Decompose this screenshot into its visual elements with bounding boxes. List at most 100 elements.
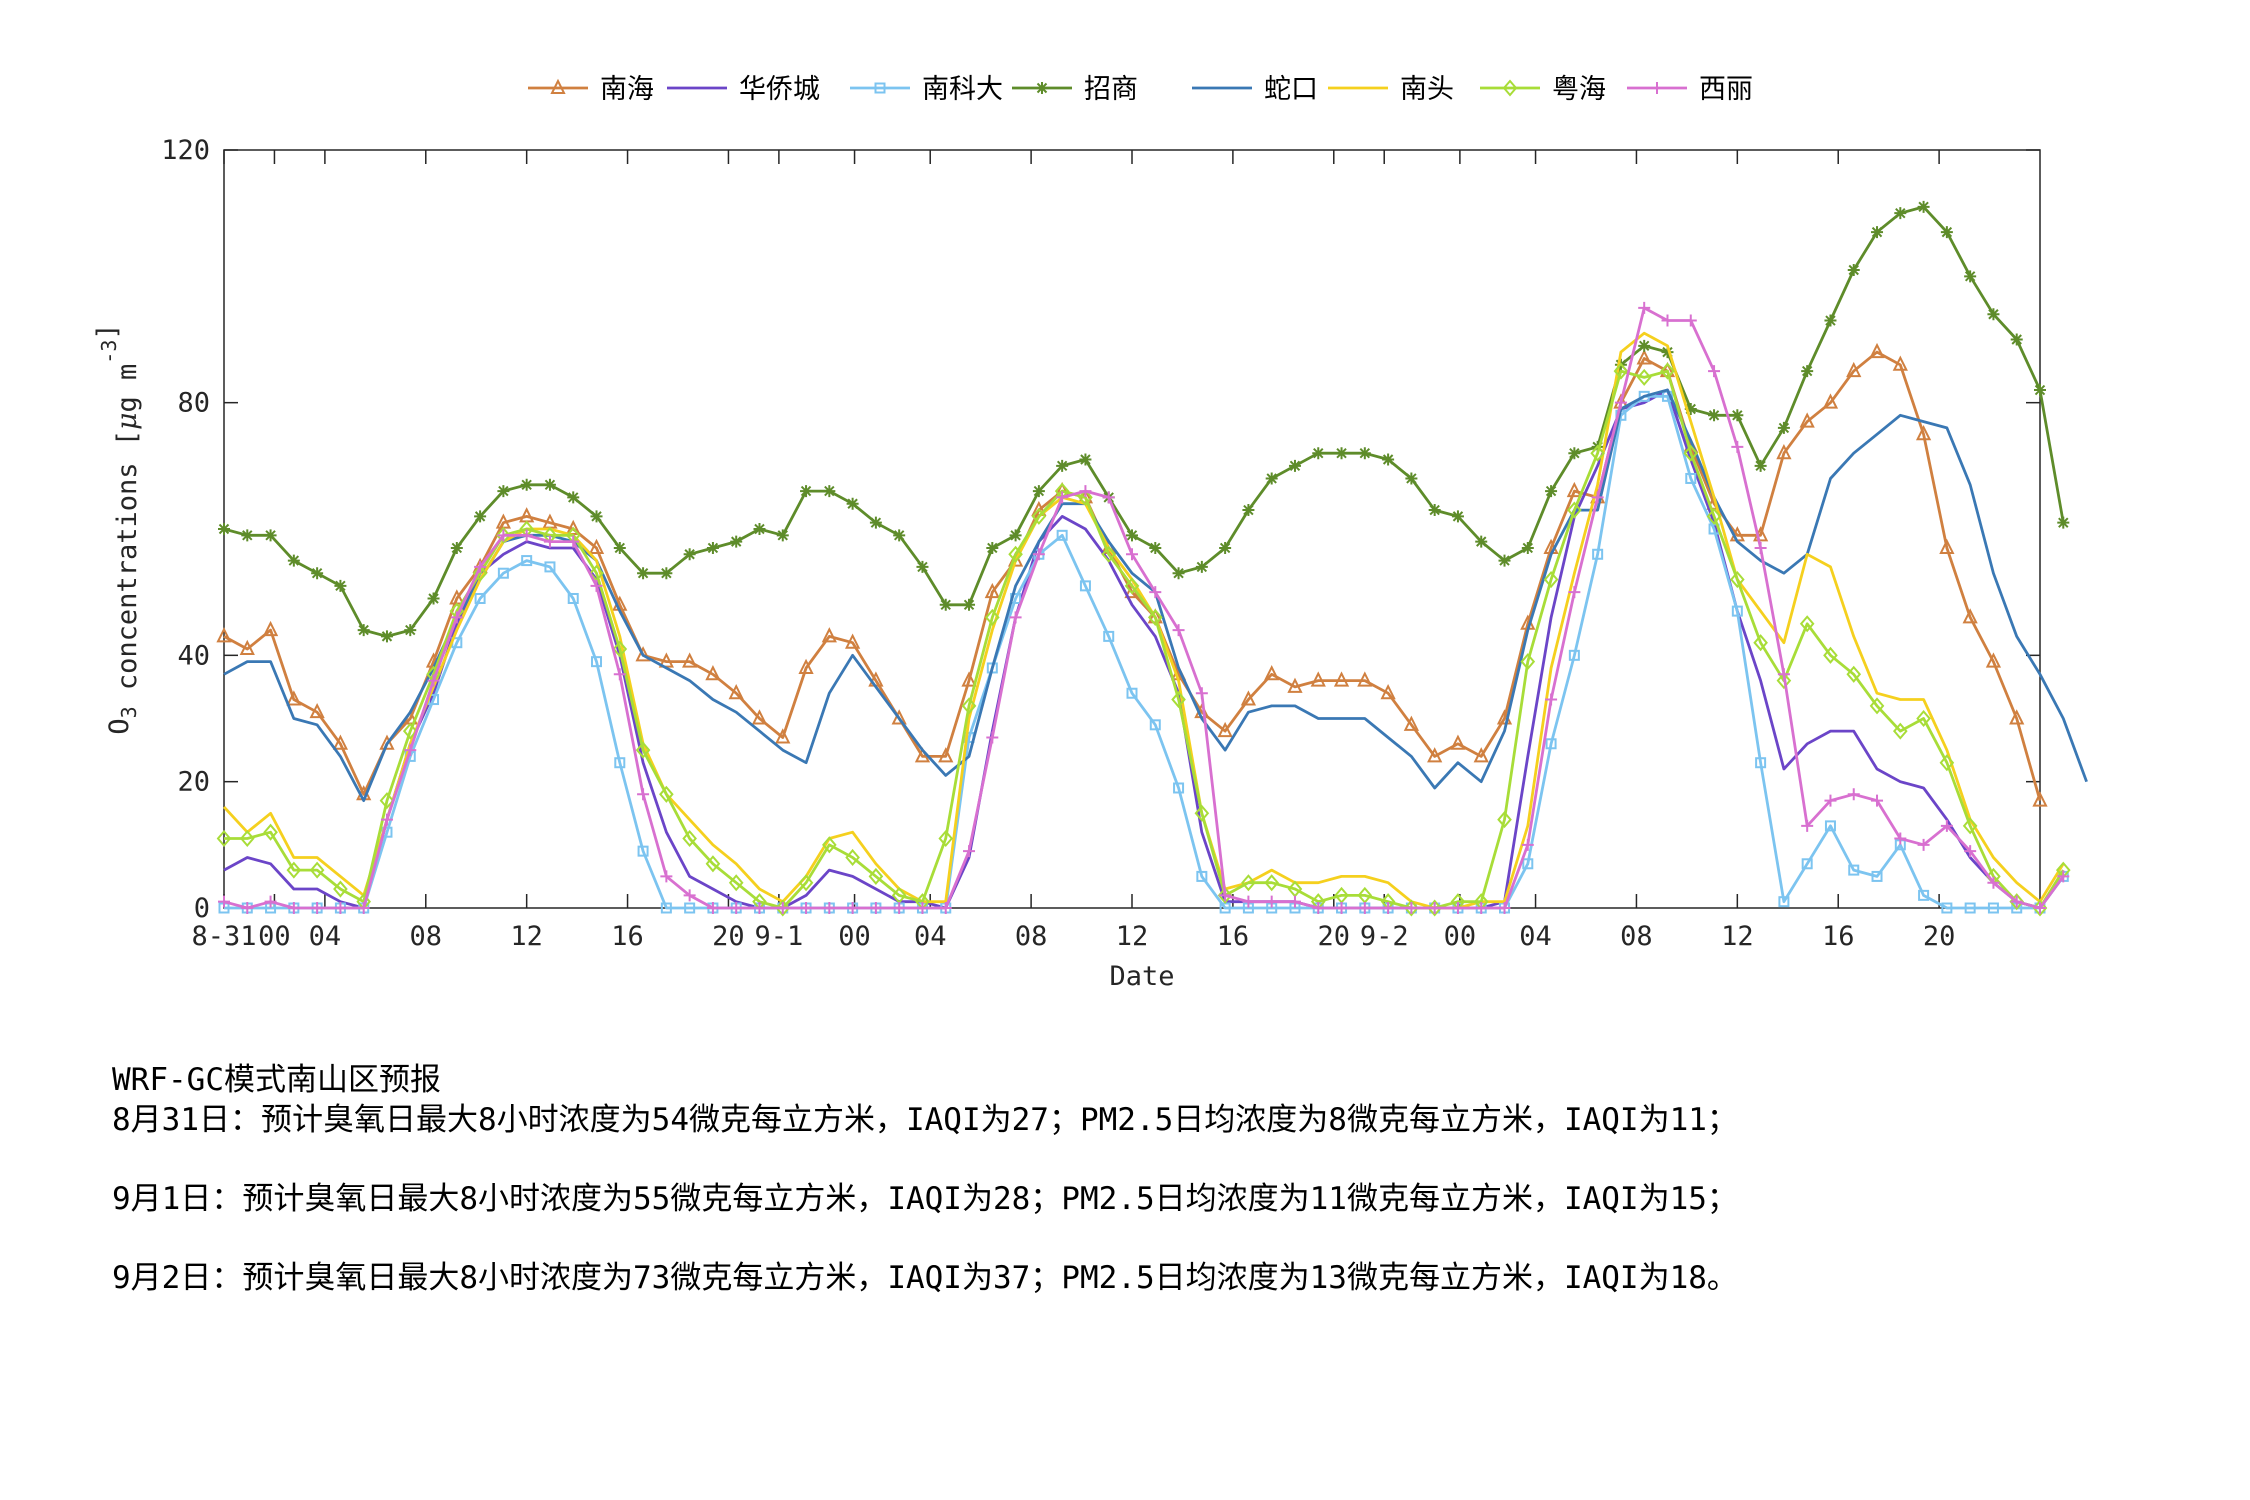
data-point <box>1892 355 1908 371</box>
data-point <box>1056 491 1069 504</box>
data-point <box>1822 393 1839 409</box>
data-point <box>1638 301 1651 314</box>
x-tick-label: 00 <box>258 921 291 952</box>
y-axis-label-part: O <box>104 718 135 734</box>
x-tick-label: 20 <box>1923 921 1956 952</box>
data-point <box>1451 902 1464 914</box>
data-point <box>332 734 349 750</box>
data-point <box>798 658 814 674</box>
data-point <box>1568 586 1581 599</box>
data-point <box>682 652 698 668</box>
data-point <box>333 880 348 898</box>
data-point <box>216 627 232 643</box>
data-point <box>1196 870 1208 882</box>
data-point <box>916 902 929 914</box>
data-point <box>1428 504 1441 517</box>
data-point <box>1102 491 1115 504</box>
data-point <box>1335 902 1348 914</box>
data-point <box>1987 902 1999 914</box>
x-tick-label: 12 <box>1116 921 1149 952</box>
legend-marker <box>550 78 566 94</box>
data-point <box>1824 820 1836 832</box>
data-point <box>1708 409 1721 422</box>
data-point <box>1801 858 1813 870</box>
data-point <box>730 902 743 914</box>
data-point <box>1962 608 1978 624</box>
series-3 <box>218 200 2070 643</box>
y-axis-label-part: 3 <box>117 706 141 718</box>
data-point <box>1706 507 1722 525</box>
data-point <box>543 535 556 548</box>
data-point <box>1915 425 1932 441</box>
x-tick-label: 04 <box>914 921 947 952</box>
data-point <box>1661 314 1674 327</box>
data-point <box>1661 346 1674 359</box>
y-tick-label: 0 <box>194 893 210 924</box>
data-point <box>1498 554 1511 567</box>
data-point <box>264 529 277 542</box>
data-point <box>1008 545 1023 563</box>
data-point <box>1847 788 1860 801</box>
data-point <box>1009 611 1022 624</box>
data-point <box>1824 794 1837 807</box>
data-point <box>1776 672 1792 690</box>
legend-entry-6: 粤海 <box>1480 74 1606 105</box>
data-point <box>1195 687 1208 700</box>
data-point <box>1287 677 1303 693</box>
data-point <box>1962 817 1978 835</box>
data-point <box>1497 811 1512 829</box>
data-point <box>521 555 533 567</box>
data-point <box>1567 501 1582 519</box>
x-tick-label: 08 <box>1620 921 1653 952</box>
data-point <box>1894 832 1907 845</box>
data-point <box>1964 902 1976 914</box>
data-point <box>450 611 463 624</box>
data-point <box>1382 453 1395 466</box>
data-point <box>1777 421 1790 434</box>
y-tick-label: 40 <box>177 640 210 671</box>
x-tick-label: 00 <box>1444 921 1477 952</box>
data-point <box>262 620 279 637</box>
data-point <box>1871 226 1884 239</box>
data-point <box>821 627 837 643</box>
data-point <box>2010 895 2023 908</box>
data-point <box>1778 896 1790 908</box>
data-point <box>1636 368 1652 386</box>
data-point <box>379 792 395 810</box>
data-point <box>286 690 302 706</box>
data-point <box>1916 709 1931 728</box>
data-point <box>1801 819 1814 832</box>
data-point <box>1195 560 1208 573</box>
data-point <box>2010 333 2023 346</box>
forecast-notes: WRF-GC模式南山区预报 8月31日：预计臭氧日最大8小时浓度为54微克每立方… <box>112 1060 2212 1337</box>
x-tick-label: 20 <box>712 921 745 952</box>
data-point <box>1242 504 1255 517</box>
data-point <box>1522 858 1534 870</box>
x-tick-label: 08 <box>410 921 443 952</box>
data-point <box>1871 870 1883 882</box>
data-point <box>1939 754 1955 772</box>
data-point <box>1264 665 1280 681</box>
y-axis-label-part: ] <box>92 323 123 339</box>
data-point <box>1613 362 1629 380</box>
data-point <box>1451 510 1464 523</box>
data-point <box>591 656 603 668</box>
data-point <box>800 902 813 914</box>
data-point <box>590 579 603 592</box>
data-point <box>1660 362 1675 380</box>
y-axis-label-part: concentrations [ <box>112 430 143 706</box>
data-point <box>309 702 325 719</box>
data-point <box>1194 804 1210 822</box>
data-point <box>635 646 651 662</box>
x-tick-label: 04 <box>309 921 342 952</box>
data-point <box>1358 902 1371 914</box>
data-point <box>823 485 836 498</box>
data-point <box>986 731 999 744</box>
x-tick-label: 9-2 <box>1360 921 1409 952</box>
series-line <box>223 350 2042 801</box>
data-point <box>823 902 836 914</box>
x-tick-label: 12 <box>1721 921 1754 952</box>
legend-label: 粤海 <box>1552 74 1606 105</box>
data-point <box>1940 819 1953 832</box>
data-point <box>1869 697 1885 715</box>
